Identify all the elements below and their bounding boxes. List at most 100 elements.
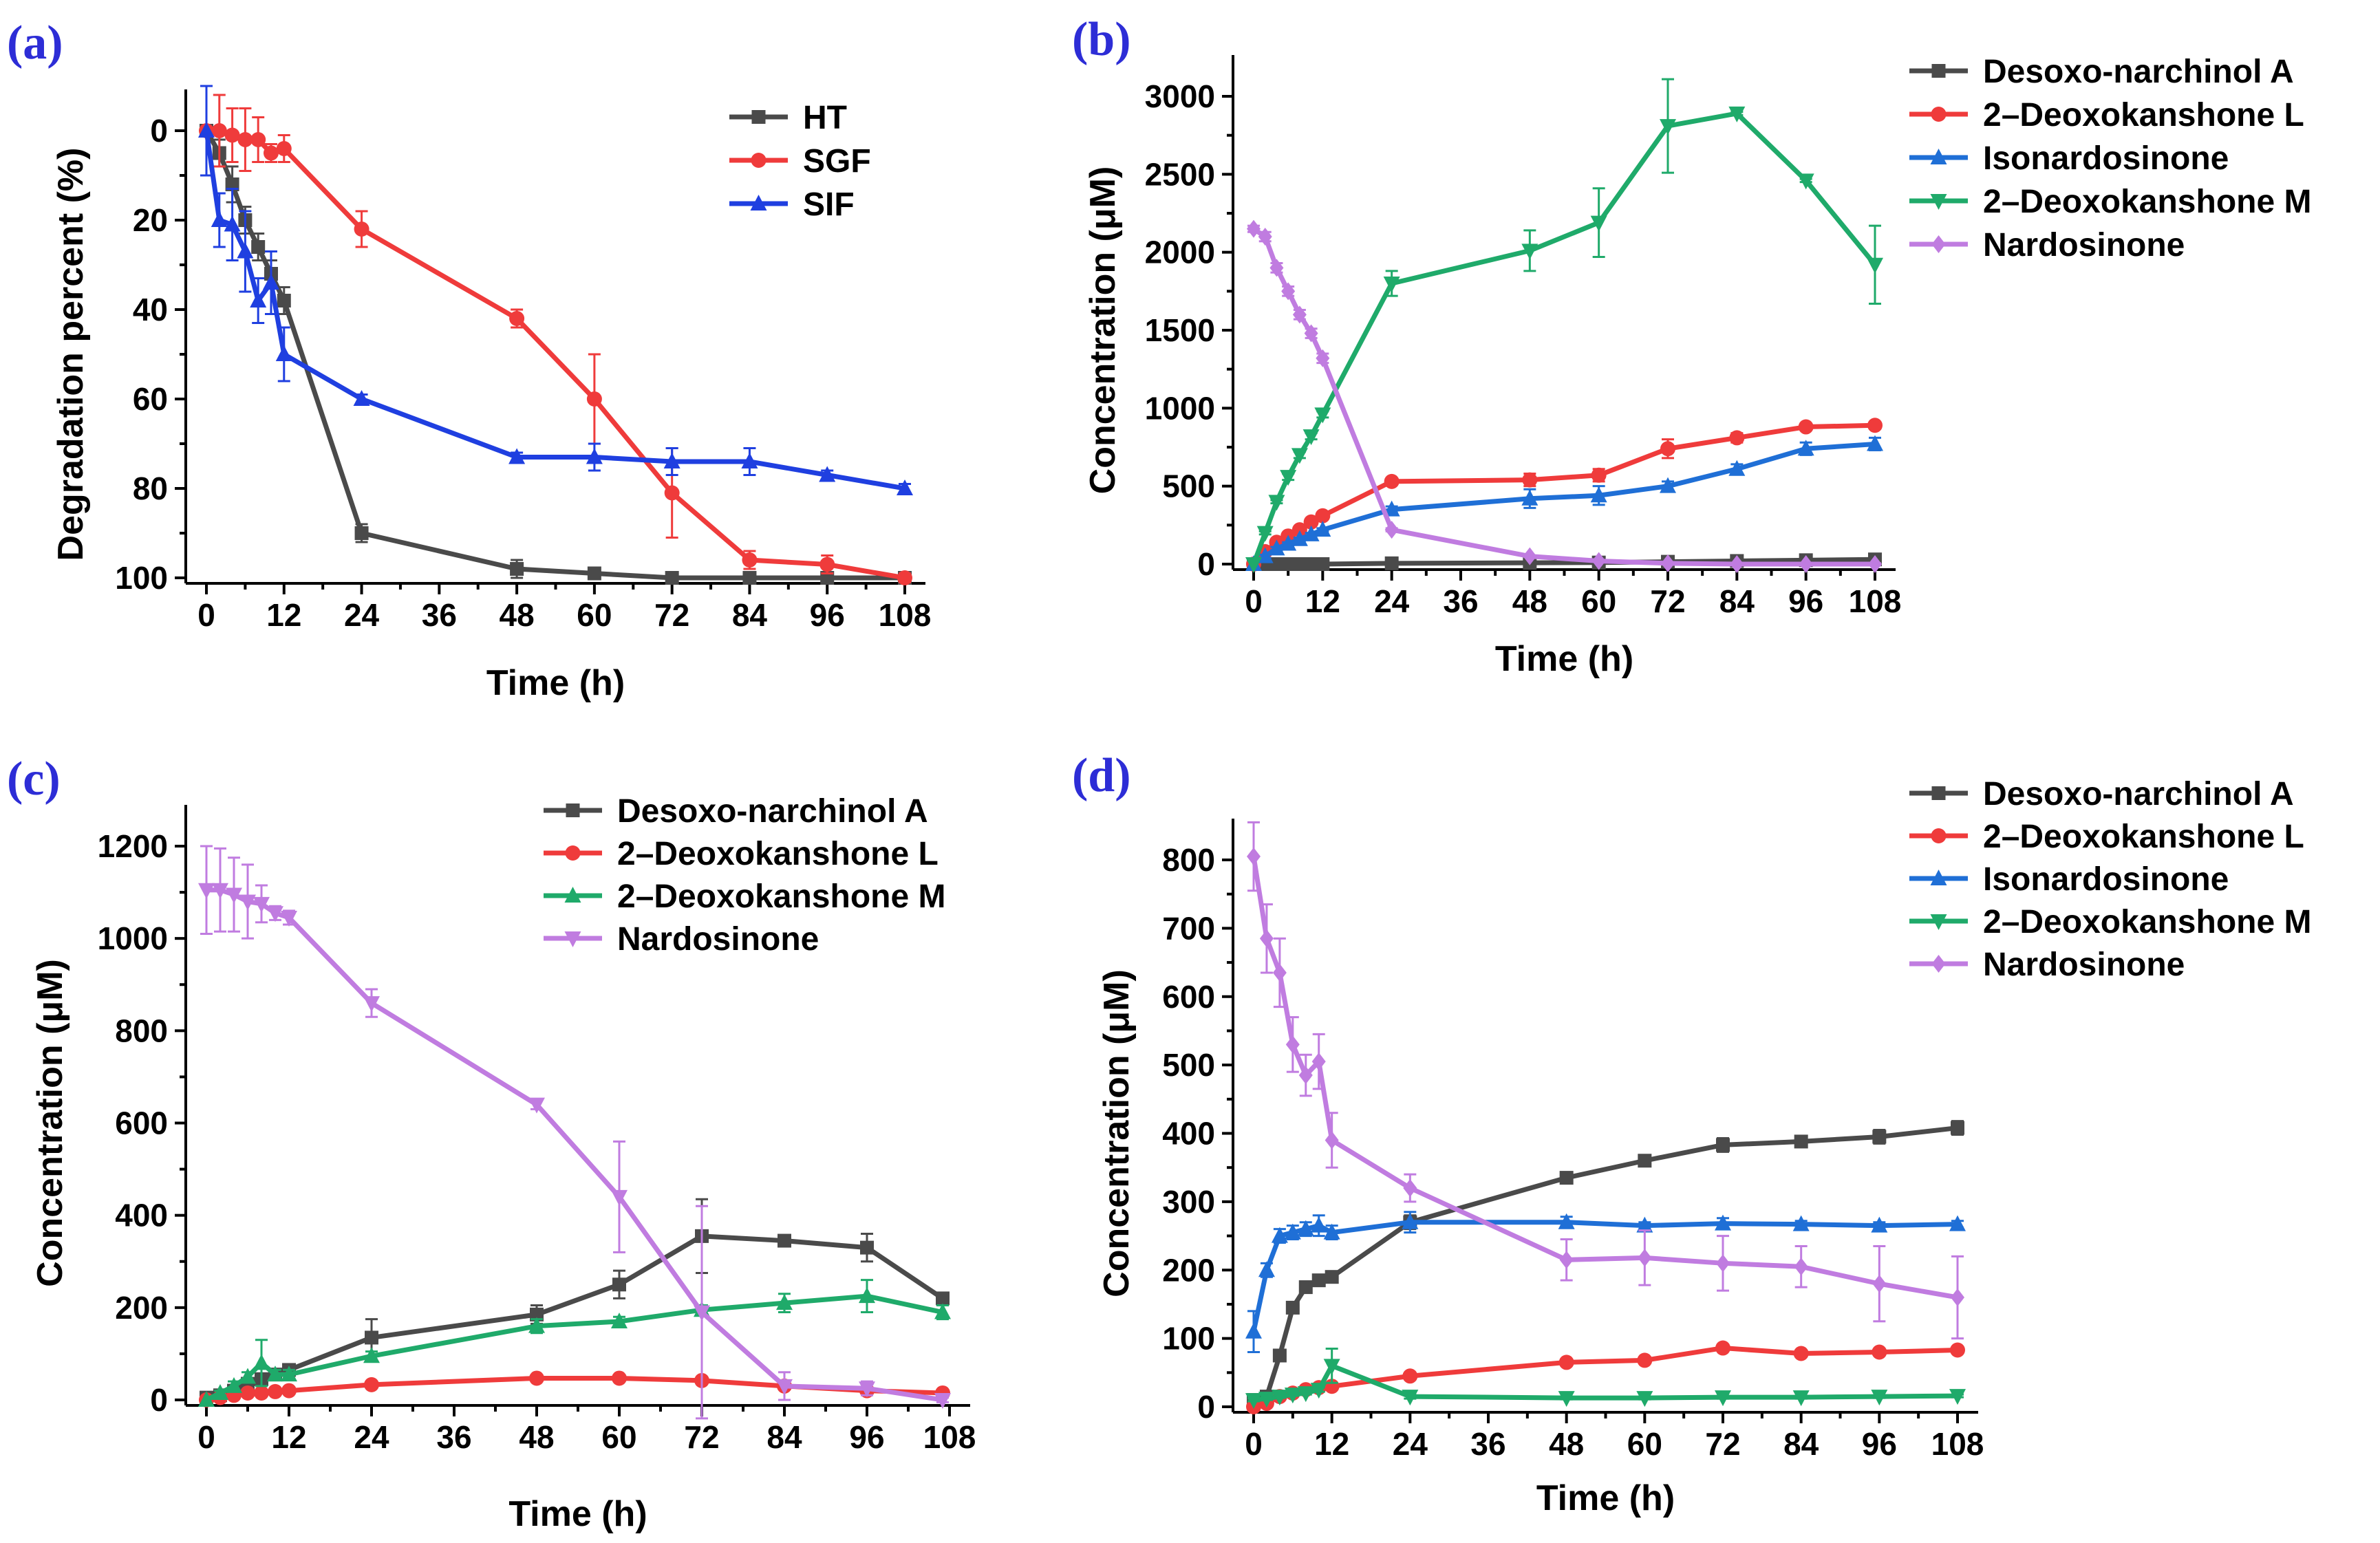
legend-label: Isonardosinone: [1983, 861, 2229, 898]
x-tick-label: 60: [1627, 1426, 1662, 1462]
legend-entry: Isonardosinone: [1909, 861, 2229, 898]
legend-entry: 2–Deoxokanshone M: [1909, 904, 2311, 940]
panel-a: (a) 0 12 24 36 48 60 72 84 96 108 0 20 40 60 80 100 Time …: [7, 17, 931, 703]
data-point: [239, 1368, 256, 1384]
data-point: [1272, 963, 1287, 982]
x-axis-label: Time (h): [508, 1494, 647, 1534]
data-point: [612, 1370, 627, 1386]
data-point: [1304, 557, 1318, 571]
legend-marker: [566, 803, 580, 817]
data-point: [268, 1383, 283, 1399]
data-point: [1660, 477, 1676, 493]
y-tick-label: 500: [1162, 1047, 1215, 1083]
data-point: [1558, 1391, 1575, 1407]
data-point: [1271, 1227, 1288, 1243]
data-point: [212, 883, 228, 899]
x-axis-label: Time (h): [486, 663, 625, 703]
data-point: [742, 571, 757, 585]
data-point: [1590, 486, 1607, 503]
data-point: [1559, 1171, 1574, 1185]
legend-entry: 2–Deoxokanshone L: [1909, 97, 2304, 133]
data-point: [897, 479, 913, 495]
data-point: [1384, 556, 1399, 570]
data-point: [934, 1303, 951, 1319]
series-isonardosinone: [1245, 1211, 1966, 1353]
legend-entry: HT: [729, 100, 847, 136]
series-nardosinone: [1247, 821, 1964, 1340]
data-point: [1715, 1390, 1731, 1407]
panel-d: (d) 0 12 24 36 48 60 72 84 96 108 0 100 200 300 400 500 6…: [1072, 749, 2311, 1518]
data-point: [1310, 1383, 1327, 1399]
series-line: [204, 129, 905, 581]
series-line: [1252, 226, 1875, 567]
legend-entry: Nardosinone: [1909, 947, 2185, 983]
legend-entry: 2–Deoxokanshone L: [1909, 819, 2304, 855]
x-axis-label: Time (h): [1536, 1478, 1675, 1518]
y-axis-label: Concentration (μM): [30, 959, 70, 1287]
data-point: [1716, 1138, 1730, 1152]
data-point: [1794, 1258, 1808, 1276]
data-point: [528, 1097, 545, 1114]
series-line: [1253, 1125, 1958, 1403]
data-point: [1872, 1130, 1887, 1144]
x-tick-label: 24: [344, 597, 380, 633]
y-tick-label: 2500: [1145, 156, 1215, 192]
data-point: [611, 1189, 628, 1206]
data-point: [1660, 441, 1675, 457]
series-desoxo-narchinol-a: [1247, 1120, 1964, 1407]
data-point: [1949, 1215, 1966, 1231]
data-point: [611, 1312, 628, 1328]
data-point: [819, 466, 836, 482]
y-tick-label: 700: [1162, 910, 1215, 946]
data-point: [1256, 547, 1274, 563]
legend-marker: [751, 153, 766, 168]
panel-label: (a): [7, 17, 63, 69]
data-point: [1872, 1344, 1887, 1360]
data-point: [934, 1393, 951, 1409]
x-tick-label: 108: [923, 1419, 976, 1455]
legend-label: Nardosinone: [1983, 227, 2185, 263]
data-point: [1591, 552, 1606, 570]
data-point: [778, 1233, 791, 1248]
data-point: [1793, 1346, 1809, 1361]
x-tick-label: 12: [266, 597, 301, 633]
data-point: [1559, 1251, 1574, 1269]
data-point: [694, 1305, 710, 1321]
data-point: [587, 566, 601, 581]
legend-marker: [1930, 870, 1947, 885]
data-point: [277, 294, 291, 307]
data-point: [253, 896, 270, 913]
data-point: [1302, 429, 1320, 446]
data-point: [1297, 1220, 1314, 1236]
series-line: [206, 128, 905, 581]
legend-marker: [1930, 194, 1947, 210]
legend-marker: [1930, 149, 1947, 164]
legend-marker: [1931, 955, 1946, 973]
legend-marker: [1931, 107, 1947, 122]
data-point: [1302, 525, 1320, 541]
data-point: [1316, 557, 1330, 571]
data-point: [1271, 1390, 1288, 1406]
data-point: [508, 448, 526, 464]
y-tick-label: 800: [115, 1013, 168, 1048]
panel-label: (c): [7, 753, 61, 806]
data-point: [1259, 929, 1274, 948]
legend-marker: [1931, 235, 1946, 253]
y-axis-label: Concentration (μM): [1083, 166, 1123, 495]
legend-label: 2–Deoxokanshone M: [1983, 184, 2311, 220]
data-point: [1797, 173, 1814, 190]
data-point: [237, 242, 254, 259]
data-point: [859, 1381, 875, 1398]
series-2-deoxokanshone-m: [1245, 78, 1883, 573]
data-point: [1661, 554, 1675, 572]
data-point: [1402, 1213, 1419, 1229]
data-point: [1383, 277, 1400, 292]
data-point: [528, 1317, 545, 1333]
x-tick-label: 0: [197, 1419, 215, 1455]
data-point: [1558, 1355, 1574, 1370]
data-point: [1269, 557, 1284, 571]
legend-entry: Isonardosinone: [1909, 140, 2229, 177]
data-point: [897, 570, 912, 585]
data-point: [1303, 514, 1319, 530]
y-tick-label: 200: [115, 1290, 168, 1326]
